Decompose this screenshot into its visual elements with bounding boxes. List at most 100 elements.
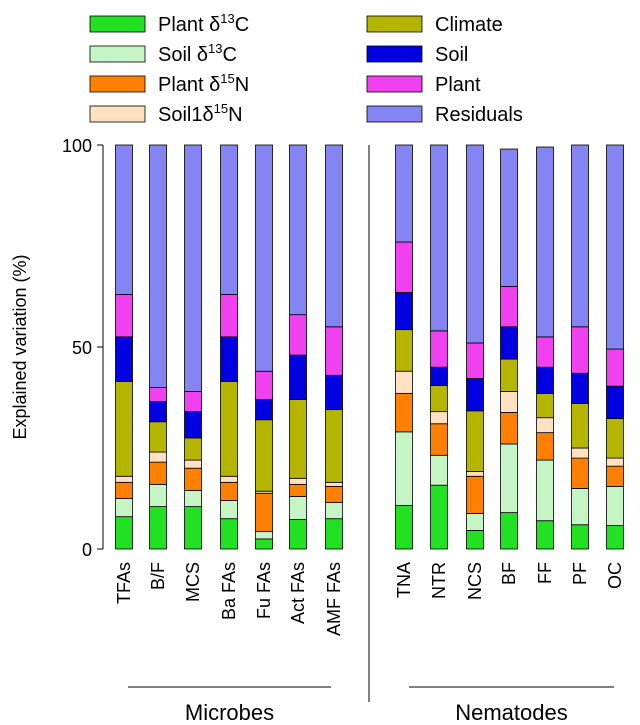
bar-segment-act-fas-soil [289, 354, 307, 400]
bar-segment-pf-soil-13c [571, 487, 589, 526]
legend-label-soil1-15n: Soil1δ15N [158, 101, 243, 126]
bar-segment-ff-soil1-15n [536, 417, 554, 434]
bar-segment-bf-residuals [500, 148, 518, 287]
y-tick-label-100: 100 [62, 136, 92, 156]
x-tick-label-mcs: MCS [183, 562, 203, 602]
bar-segment-ntr-plant-15n [430, 423, 448, 456]
bar-segment-oc-plant [606, 348, 624, 387]
bar-segment-tfas-plant [115, 294, 133, 338]
bar-segment-bf-climate [500, 358, 518, 392]
legend-swatch-plant-13c [89, 15, 146, 33]
bar-segment-tna-soil-13c [395, 431, 413, 506]
bar-segment-pf-residuals [571, 144, 589, 328]
bar-segment-mcs-soil [184, 411, 202, 439]
x-tick-label-b-f: B/F [148, 562, 168, 590]
bar-segment-amf-fas-soil-13c [325, 502, 343, 520]
bar-segment-pf-plant [571, 326, 589, 374]
bar-segment-fu-fas-plant-13c [255, 538, 273, 550]
bar-segment-mcs-plant-13c [184, 506, 202, 550]
bar-segment-act-fas-residuals [289, 144, 307, 316]
bar-segment-ff-climate [536, 393, 554, 419]
legend-item-soil: Soil [366, 44, 468, 66]
bar-segment-oc-residuals [606, 144, 624, 350]
legend-item-plant: Plant [366, 74, 481, 96]
bar-segment-ff-soil-13c [536, 459, 554, 522]
x-tick-label-fu-fas: Fu FAs [254, 562, 274, 619]
legend-label-soil: Soil [435, 44, 468, 66]
bar-segment-oc-soil [606, 385, 624, 419]
bar-segment-bf-plant [500, 285, 518, 328]
bar-stack-oc [606, 144, 624, 550]
bar-segment-ba-fas-plant [220, 294, 238, 338]
bar-segment-oc-plant-13c [606, 525, 624, 550]
legend-item-climate: Climate [366, 14, 503, 36]
bar-segment-ba-fas-residuals [220, 144, 238, 295]
bar-segment-tfas-soil-13c [115, 498, 133, 518]
bar-segment-act-fas-plant-13c [289, 519, 307, 550]
bar-segment-fu-fas-plant-15n [255, 492, 273, 533]
bar-segment-oc-soil-13c [606, 485, 624, 526]
bar-segment-fu-fas-residuals [255, 144, 273, 372]
y-tick-label-0: 0 [82, 540, 92, 560]
x-tick-label-amf-fas: AMF FAs [324, 562, 344, 636]
bar-segment-ntr-climate [430, 384, 448, 413]
bar-segment-ba-fas-soil [220, 336, 238, 382]
bar-segment-pf-soil [571, 372, 589, 404]
bar-stack-tfas [115, 144, 133, 550]
bar-segment-ntr-plant [430, 330, 448, 368]
bar-segment-tfas-plant-13c [115, 516, 133, 550]
x-tick-labels: TFAs B/F MCS Ba FAs Fu FAs Act FAs AMF FAs TNA N… [114, 562, 625, 636]
bar-segment-ntr-plant-13c [430, 484, 448, 550]
bar-segment-oc-climate [606, 418, 624, 459]
group-label-nematodes: Nematodes [455, 700, 568, 725]
legend-label-plant-13c: Plant δ13C [158, 11, 249, 36]
bar-segment-act-fas-soil1-15n [289, 477, 307, 485]
x-tick-label-oc: OC [605, 562, 625, 589]
bar-segment-oc-soil1-15n [606, 457, 624, 467]
bar-segment-amf-fas-residuals [325, 144, 343, 328]
bar-segment-bf-soil [500, 326, 518, 360]
legend-swatch-residuals [366, 105, 423, 123]
bar-segment-amf-fas-climate [325, 409, 343, 483]
bar-segment-ba-fas-soil1-15n [220, 475, 238, 483]
bar-segment-ncs-plant-13c [466, 530, 484, 550]
bar-segment-ncs-plant-15n [466, 475, 484, 514]
bar-segment-ff-plant-13c [536, 520, 554, 550]
bar-segment-b-f-soil [149, 401, 167, 423]
legend-item-soil-13c: Soil δ13C [89, 41, 237, 66]
legend-swatch-soil [366, 45, 423, 63]
bar-segment-tna-plant [395, 241, 413, 293]
bar-segment-amf-fas-plant [325, 326, 343, 376]
x-tick-label-ba-fas: Ba FAs [219, 562, 239, 620]
bar-segment-b-f-plant-13c [149, 506, 167, 550]
bar-segment-ntr-soil [430, 366, 448, 386]
bar-segment-act-fas-climate [289, 399, 307, 479]
bar-segment-ncs-climate [466, 410, 484, 472]
legend-label-plant: Plant [435, 74, 481, 96]
bar-segment-tfas-soil [115, 336, 133, 382]
bar-segment-amf-fas-soil1-15n [325, 481, 343, 487]
bar-segment-tfas-soil1-15n [115, 475, 133, 483]
bar-stack-bf [500, 148, 518, 550]
legend-label-soil-13c: Soil δ13C [158, 41, 237, 66]
bar-segment-ba-fas-climate [220, 380, 238, 477]
bar-segment-fu-fas-soil [255, 399, 273, 421]
bar-segment-bf-plant-13c [500, 512, 518, 550]
legend-label-plant-15n: Plant δ15N [158, 71, 249, 96]
bar-stack-tna [395, 144, 413, 550]
legend-item-soil1-15n: Soil1δ15N [89, 101, 243, 126]
x-tick-label-bf: BF [499, 562, 519, 585]
bar-segment-mcs-soil-13c [184, 490, 202, 507]
legend-swatch-soil1-15n [89, 105, 146, 123]
x-tick-label-pf: PF [570, 562, 590, 585]
bar-segment-pf-plant-15n [571, 457, 589, 489]
bar-segment-tna-climate [395, 329, 413, 372]
plot-area: 0 50 100 TFAs B/F MCS Ba FAs Fu FAs Act FAs AMF … [10, 136, 625, 725]
bar-segment-tfas-residuals [115, 144, 133, 295]
bar-segment-ncs-soil-13c [466, 513, 484, 531]
bar-segment-ncs-soil [466, 378, 484, 412]
bar-stack-amf-fas [325, 144, 343, 550]
bar-segment-act-fas-soil-13c [289, 496, 307, 520]
bar-segment-tna-plant-15n [395, 393, 413, 433]
